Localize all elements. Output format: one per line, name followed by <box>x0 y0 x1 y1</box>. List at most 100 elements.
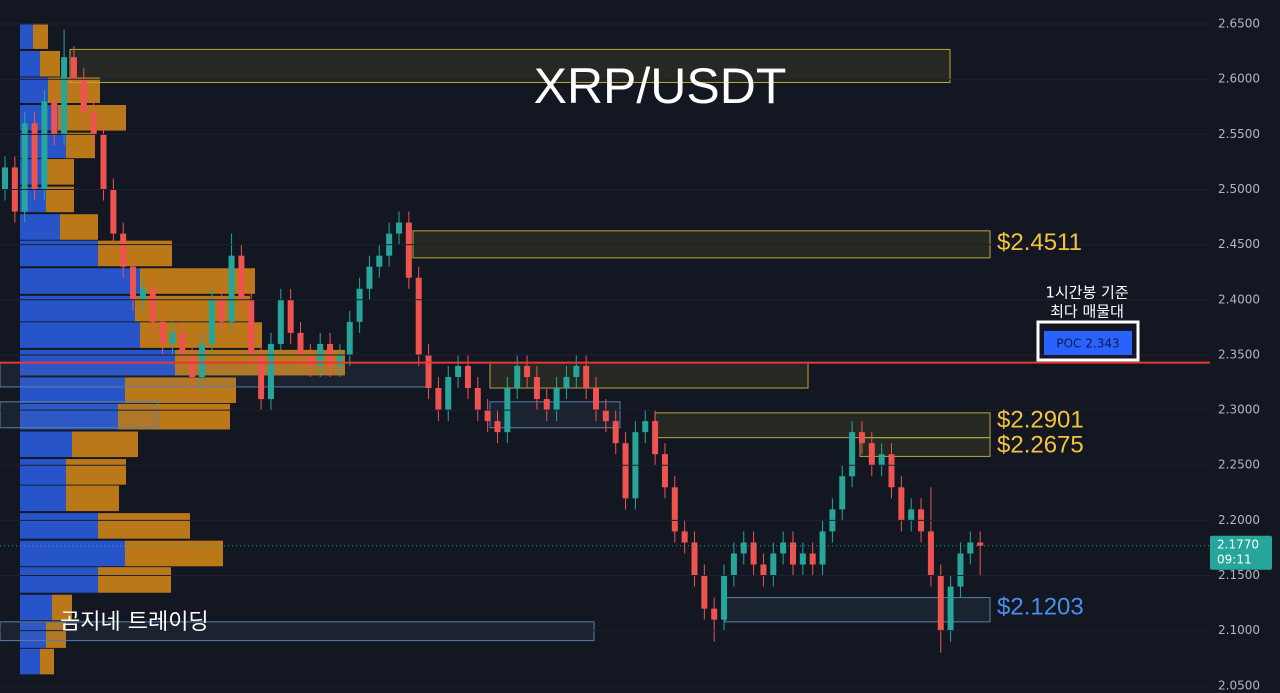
candle-body <box>937 575 944 631</box>
profile-buy <box>20 214 60 240</box>
candle-body <box>691 542 698 576</box>
y-tick-label: 2.4500 <box>1218 237 1260 251</box>
candle-body <box>868 443 875 466</box>
profile-sell <box>66 132 95 159</box>
candle-body <box>51 101 58 135</box>
profile-sell <box>40 50 60 77</box>
candle-body <box>967 542 974 554</box>
candle-body <box>149 288 156 322</box>
candle-body <box>110 189 117 234</box>
candle-body <box>120 233 127 267</box>
candle-body <box>721 575 728 620</box>
chart-title: XRP/USDT <box>534 58 787 114</box>
zone <box>0 401 159 429</box>
candle-body <box>898 487 905 521</box>
candle-body <box>484 410 491 422</box>
candle-body <box>425 354 432 389</box>
zone-label: $2.4511 <box>997 229 1082 256</box>
candle-body <box>70 57 77 80</box>
candle-body <box>671 487 678 532</box>
candle-body <box>711 608 718 620</box>
zone <box>724 597 991 623</box>
y-tick-label: 2.2500 <box>1218 458 1260 472</box>
profile-buy <box>20 567 98 593</box>
candle-body <box>809 553 816 565</box>
poc-box <box>1036 320 1140 362</box>
candle-body <box>553 388 560 411</box>
candle-body <box>455 365 462 377</box>
candle-body <box>130 266 137 300</box>
y-tick-label: 2.3000 <box>1218 403 1260 417</box>
candle-body <box>494 421 501 433</box>
candle-body <box>661 454 668 488</box>
candle-body <box>927 531 934 576</box>
candle-body <box>464 365 471 389</box>
poc-note: 최다 매물대 <box>1050 303 1124 321</box>
profile-sell <box>125 377 236 404</box>
profile-sell <box>33 23 48 49</box>
candle-body <box>356 288 363 322</box>
candle-body <box>258 354 265 400</box>
y-tick-label: 2.6500 <box>1218 17 1260 31</box>
profile-sell <box>66 459 126 485</box>
candle-body <box>218 299 225 322</box>
candle-body <box>307 354 314 366</box>
watermark: 곰지네 트레이딩 <box>60 610 209 635</box>
profile-sell <box>72 431 138 458</box>
candle-body <box>524 365 531 377</box>
candle-body <box>642 421 649 433</box>
candle-body <box>267 343 274 400</box>
candle-body <box>376 255 383 267</box>
countdown: 09:11 <box>1217 552 1252 566</box>
candle-body <box>208 299 215 344</box>
profile-buy <box>20 594 52 621</box>
candle-body <box>445 376 452 411</box>
profile-buy <box>20 77 48 104</box>
candle-body <box>849 432 856 477</box>
profile-sell <box>46 159 74 185</box>
zone <box>654 412 991 439</box>
y-tick-label: 2.1000 <box>1218 623 1260 637</box>
y-tick-label: 2.0500 <box>1218 678 1260 692</box>
profile-sell <box>140 268 255 294</box>
candle-body <box>908 509 915 521</box>
y-tick-label: 2.2000 <box>1218 513 1260 527</box>
profile-sell <box>46 186 74 213</box>
profile-sell <box>46 622 66 648</box>
y-tick-label: 2.5500 <box>1218 127 1260 141</box>
current-price-tag <box>1210 535 1272 570</box>
candle-body <box>435 388 442 411</box>
profile-buy <box>20 648 40 675</box>
zone-label: $2.1203 <box>997 594 1084 621</box>
profile-sell <box>118 403 230 430</box>
candle-body <box>612 421 619 444</box>
candle-body <box>474 388 481 411</box>
candle-body <box>622 443 629 499</box>
candle-body <box>593 388 599 411</box>
profile-buy <box>20 485 66 512</box>
candle-body <box>819 531 826 565</box>
candle-body <box>277 299 284 344</box>
zone-label: $2.2901 <box>997 406 1084 433</box>
y-tick-label: 2.4000 <box>1218 292 1260 306</box>
y-tick-label: 2.6000 <box>1218 72 1260 86</box>
profile-sell <box>98 513 190 539</box>
candle-body <box>977 542 984 546</box>
candle-body <box>61 57 68 135</box>
candle-body <box>858 432 865 444</box>
candle-body <box>228 255 235 322</box>
profile-buy <box>20 431 72 458</box>
candle-body <box>90 112 97 135</box>
candle-body <box>533 376 540 400</box>
candle-body <box>947 586 954 631</box>
profile-buy <box>20 23 33 49</box>
profile-buy <box>20 403 118 430</box>
candle-body <box>169 332 176 344</box>
profile-buy <box>20 459 66 485</box>
profile-buy <box>20 513 98 539</box>
profile-buy <box>20 377 125 404</box>
zone-label: $2.2675 <box>997 431 1084 458</box>
candle-body <box>238 255 245 300</box>
